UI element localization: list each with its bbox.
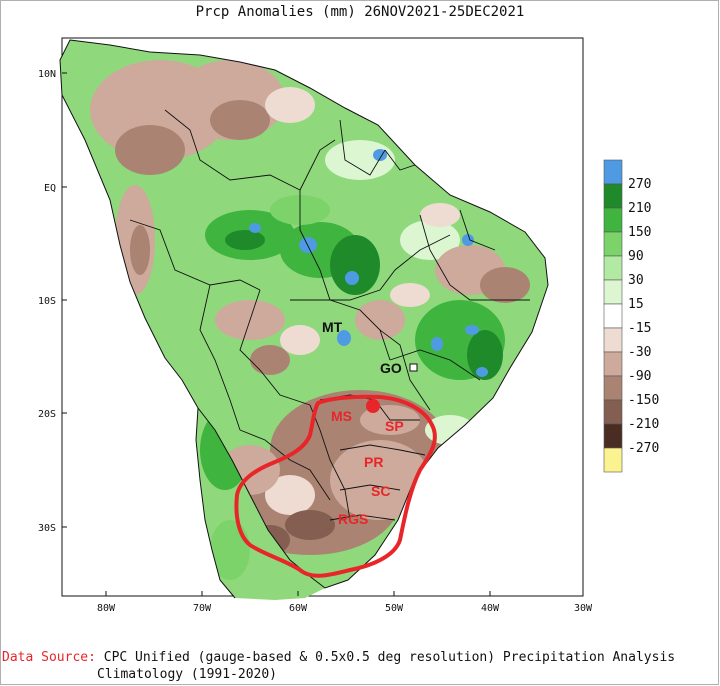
lat-label: 10N (38, 69, 56, 80)
lat-label: 20S (38, 409, 56, 420)
highlight-marker (366, 399, 380, 413)
state-label-rgs: RGS (338, 511, 368, 527)
colorbar-label: 210 (628, 201, 651, 216)
colorbar-label: 270 (628, 177, 651, 192)
colorbar-label: -270 (628, 441, 659, 456)
longitude-axis: 80W 70W 60W 50W 40W 30W (97, 591, 593, 614)
colorbar-label: 90 (628, 249, 644, 264)
colorbar-swatch (603, 159, 623, 185)
latitude-axis: 10N EQ 10S 20S 30S (38, 69, 67, 534)
lon-label: 70W (193, 603, 212, 614)
highlight-region-outline (234, 394, 437, 578)
colorbar-swatch (603, 183, 623, 209)
colorbar-legend: 270 210 150 90 30 15 -15 -30 -90 -150 -210 -270 (603, 159, 659, 473)
lon-label: 30W (574, 603, 593, 614)
colorbar-label: -210 (628, 417, 659, 432)
colorbar-label: -30 (628, 345, 651, 360)
lon-label: 60W (289, 603, 308, 614)
colorbar-label: 15 (628, 297, 644, 312)
state-label-go: GO (380, 360, 402, 376)
political-borders (129, 109, 530, 521)
data-source-text: CPC Unified (gauge-based & 0.5x0.5 deg r… (103, 650, 676, 665)
state-label-mt: MT (322, 319, 343, 335)
state-label-pr: PR (364, 454, 383, 470)
lon-label: 40W (481, 603, 500, 614)
colorbar-swatch (603, 207, 623, 233)
colorbar-label: -90 (628, 369, 651, 384)
colorbar-swatch (603, 351, 623, 377)
state-label-sp: SP (385, 418, 404, 434)
colorbar-swatch (603, 231, 623, 257)
colorbar-swatch (603, 375, 623, 401)
colorbar-label: -15 (628, 321, 651, 336)
lon-label: 80W (97, 603, 116, 614)
lat-label: 10S (38, 296, 56, 307)
colorbar-label: 150 (628, 225, 651, 240)
colorbar-label: -150 (628, 393, 659, 408)
lat-label: EQ (44, 183, 56, 194)
colorbar-swatch (603, 303, 623, 329)
state-label-ms: MS (331, 408, 352, 424)
colorbar-swatch (603, 423, 623, 449)
coastline (59, 39, 549, 589)
colorbar-label: 30 (628, 273, 644, 288)
climatology-text: Climatology (1991-2020) (97, 667, 278, 682)
colorbar-swatch (603, 447, 623, 473)
lat-label: 30S (38, 523, 56, 534)
colorbar-swatch (603, 279, 623, 305)
colorbar-swatch (603, 255, 623, 281)
map-title: Prcp Anomalies (mm) 26NOV2021-25DEC2021 (195, 4, 525, 20)
data-source-label: Data Source: (2, 650, 96, 665)
chile-coastline (195, 407, 236, 599)
colorbar-swatch (603, 327, 623, 353)
colorbar-swatch (603, 399, 623, 425)
go-location-marker (409, 363, 418, 372)
lon-label: 50W (385, 603, 404, 614)
data-source-note: Data Source: CPC Unified (gauge-based & … (2, 649, 675, 683)
state-label-sc: SC (371, 483, 390, 499)
